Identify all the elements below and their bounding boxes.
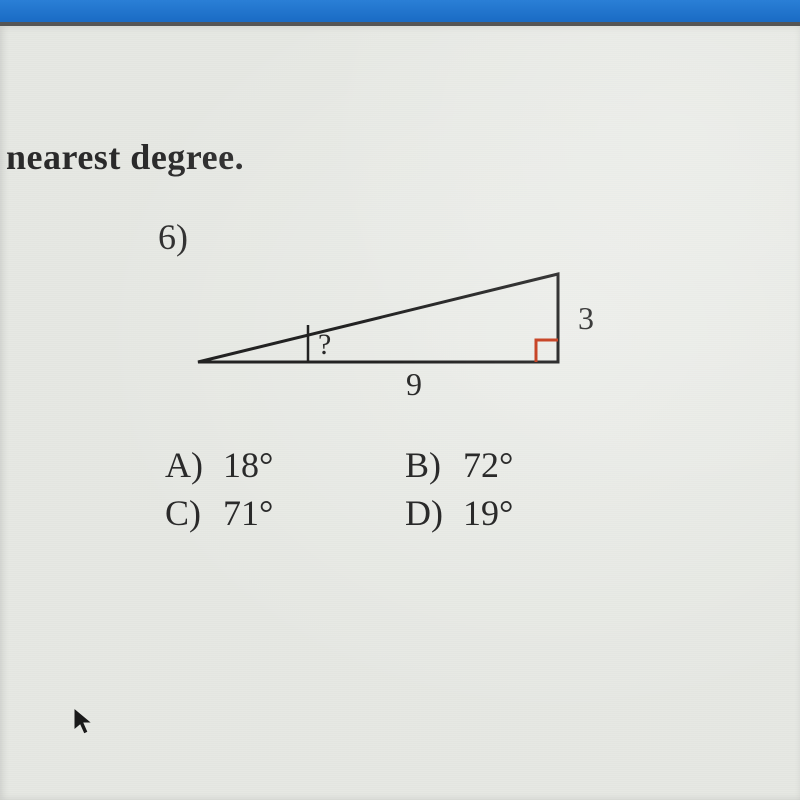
- choice-d[interactable]: D)19°: [405, 492, 645, 534]
- mouse-cursor-icon: [72, 706, 96, 736]
- question-number: 6): [158, 216, 800, 258]
- right-angle-marker: [536, 340, 558, 362]
- choice-c-letter: C): [165, 492, 223, 534]
- choice-b[interactable]: B)72°: [405, 444, 645, 486]
- triangle-outline: [198, 274, 558, 362]
- choice-a[interactable]: A)18°: [165, 444, 405, 486]
- choice-d-letter: D): [405, 492, 463, 534]
- choice-d-value: 19°: [463, 493, 513, 533]
- choice-a-letter: A): [165, 444, 223, 486]
- choice-b-letter: B): [405, 444, 463, 486]
- side-adjacent-label: 9: [406, 366, 422, 403]
- worksheet-page: nearest degree. 6) ? 3 9 A)18° B)72° C): [0, 26, 800, 800]
- unknown-angle-label: ?: [318, 328, 331, 361]
- choice-c-value: 71°: [223, 493, 273, 533]
- window-title-bar: [0, 0, 800, 22]
- side-opposite-label: 3: [578, 300, 594, 337]
- choice-a-value: 18°: [223, 445, 273, 485]
- triangle-figure: ? 3 9: [158, 262, 588, 402]
- answer-choices: A)18° B)72° C)71° D)19°: [165, 444, 645, 540]
- triangle-svg: ?: [158, 262, 618, 412]
- choice-c[interactable]: C)71°: [165, 492, 405, 534]
- choice-b-value: 72°: [463, 445, 513, 485]
- instruction-fragment: nearest degree.: [6, 136, 800, 178]
